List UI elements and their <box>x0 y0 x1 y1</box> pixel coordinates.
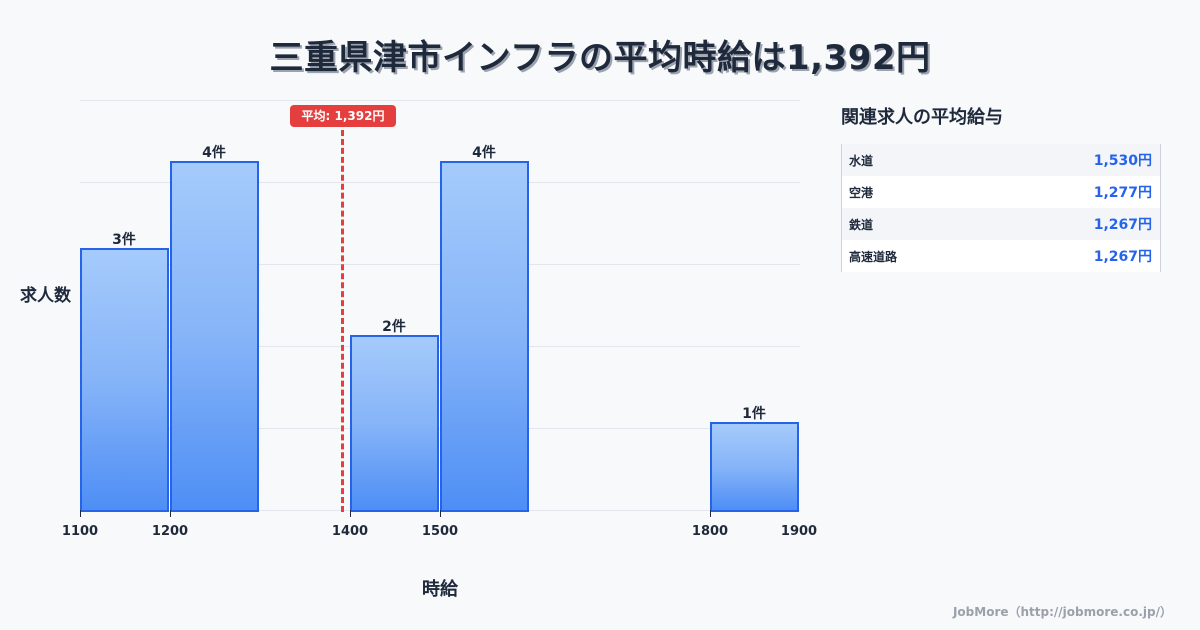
histogram-chart: 3件 4件 2件 4件 1件 平均: 1,392円 1100 1200 1400… <box>20 100 818 600</box>
bar-label: 3件 <box>112 232 136 248</box>
row-name: 高速道路 <box>849 249 898 264</box>
x-tick <box>170 510 171 517</box>
bar-1200-1300 <box>170 161 259 512</box>
footer-credit: JobMore（http://jobmore.co.jp/） <box>952 605 1172 619</box>
gridline <box>80 100 800 101</box>
x-tick-label: 1900 <box>780 524 818 539</box>
row-name: 空港 <box>849 185 874 200</box>
bar-label: 4件 <box>472 145 496 161</box>
bar-1100-1200 <box>80 248 169 512</box>
row-value: 1,277円 <box>1093 185 1152 201</box>
average-badge: 平均: 1,392円 <box>290 105 396 127</box>
bar-1800-1900 <box>710 422 799 512</box>
x-tick-label: 1100 <box>61 524 99 539</box>
x-tick-label: 1200 <box>151 524 189 539</box>
table-row: 鉄道 1,267円 <box>842 208 1160 240</box>
row-value: 1,530円 <box>1093 153 1152 169</box>
bar-1400-1500 <box>350 335 439 512</box>
x-axis-label: 時給 <box>422 579 458 600</box>
x-tick <box>710 510 711 517</box>
x-tick <box>440 510 441 517</box>
table-row: 高速道路 1,267円 <box>842 240 1160 272</box>
y-axis-label: 求人数 <box>20 286 71 306</box>
x-tick-label: 1400 <box>331 524 369 539</box>
x-tick <box>80 510 81 517</box>
bar-label: 4件 <box>202 145 226 161</box>
bar-1500-1600 <box>440 161 529 512</box>
x-tick <box>350 510 351 517</box>
table-row: 水道 1,530円 <box>842 144 1160 176</box>
page-title: 三重県津市インフラの平均時給は1,392円 <box>269 38 931 78</box>
average-line <box>341 130 344 512</box>
table-row: 空港 1,277円 <box>842 176 1160 208</box>
related-salary-title: 関連求人の平均給与 <box>841 107 1003 128</box>
bar-label: 1件 <box>742 406 766 422</box>
row-value: 1,267円 <box>1093 249 1152 265</box>
related-salary-table: 水道 1,530円 空港 1,277円 鉄道 1,267円 高速道路 1,267… <box>841 144 1161 272</box>
row-value: 1,267円 <box>1093 217 1152 233</box>
bar-label: 2件 <box>382 319 406 335</box>
row-name: 水道 <box>849 153 874 168</box>
x-tick-label: 1800 <box>691 524 729 539</box>
row-name: 鉄道 <box>849 217 874 232</box>
x-tick-label: 1500 <box>421 524 459 539</box>
